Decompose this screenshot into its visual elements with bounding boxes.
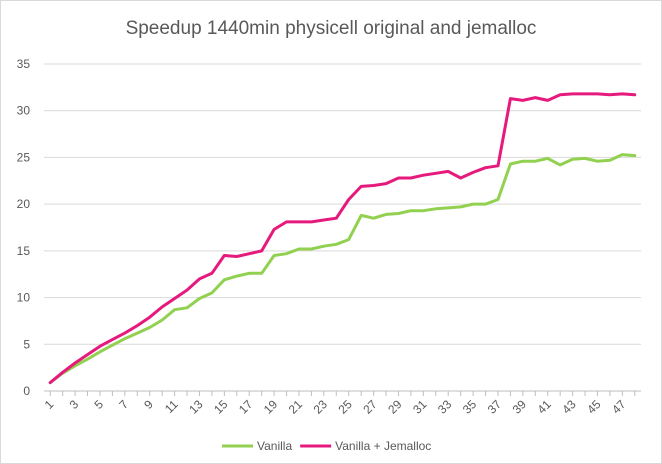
x-tick-label: 41 [534, 397, 554, 417]
x-tick-label: 11 [162, 397, 181, 416]
x-tick-label: 3 [67, 397, 82, 412]
series-line [48, 153, 637, 385]
x-tick-label: 23 [311, 397, 331, 417]
x-tick-label: 39 [510, 397, 530, 417]
series-lines [48, 92, 637, 385]
y-tick-label: 30 [17, 104, 31, 118]
y-tick-label: 20 [17, 197, 31, 211]
chart-title: Speedup 1440min physicell original and j… [126, 18, 537, 39]
x-tick-label: 33 [435, 397, 455, 417]
x-tick-label: 29 [385, 397, 405, 417]
x-tick-label: 9 [141, 397, 156, 412]
x-tick-label: 19 [261, 397, 281, 417]
x-tick-label: 5 [91, 397, 106, 412]
x-tick-label: 1 [42, 397, 57, 412]
x-axis: 1 3 5 7 9 11 13 15 17 19 21 23 25 27 29 31 33 35 37 39 41 43 4… [42, 390, 641, 417]
legend-label: Vanilla + Jemalloc [335, 439, 431, 453]
y-axis: 0 5 10 15 20 25 30 35 [17, 57, 31, 398]
series-line [48, 92, 637, 385]
y-tick-label: 35 [17, 57, 31, 71]
x-tick-label: 47 [609, 397, 629, 417]
legend: Vanilla Vanilla + Jemalloc [222, 439, 431, 453]
y-tick-label: 5 [23, 337, 30, 351]
legend-label: Vanilla [257, 439, 292, 453]
y-tick-label: 0 [23, 384, 30, 398]
y-tick-label: 15 [17, 244, 31, 258]
x-tick-label: 45 [584, 397, 604, 417]
x-tick-label: 17 [236, 397, 256, 417]
x-tick-label: 37 [485, 397, 505, 417]
x-tick-label: 25 [335, 397, 355, 417]
x-tick-label: 7 [116, 397, 131, 412]
x-tick-label: 15 [211, 397, 231, 417]
x-tick-label: 21 [286, 397, 306, 417]
y-gridlines [44, 63, 641, 345]
y-tick-label: 25 [17, 150, 31, 164]
x-tick-label: 31 [410, 397, 430, 417]
x-tick-label: 13 [186, 397, 206, 417]
x-tick-label: 27 [360, 397, 380, 417]
y-tick-label: 10 [17, 291, 31, 305]
x-tick-label: 35 [460, 397, 480, 417]
x-tick-label: 43 [559, 397, 579, 417]
